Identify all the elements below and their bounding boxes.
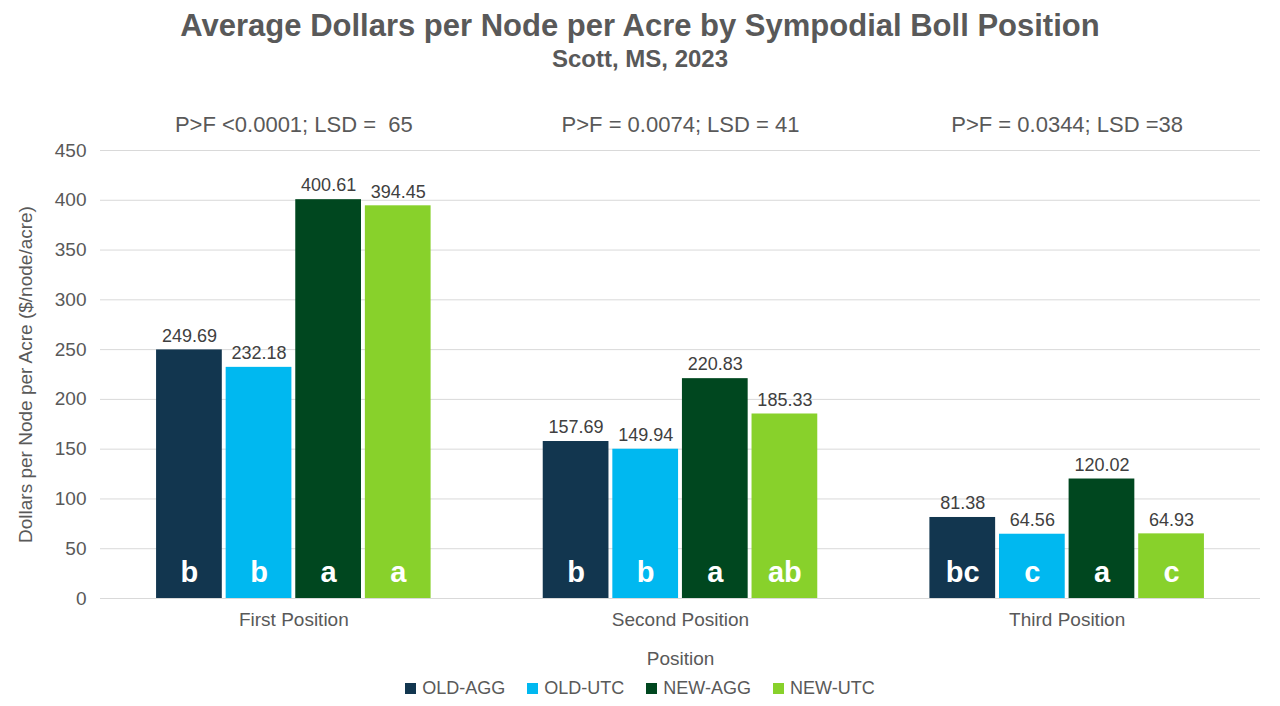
- svg-text:400: 400: [55, 189, 87, 210]
- svg-text:120.02: 120.02: [1074, 455, 1129, 475]
- svg-text:a: a: [1094, 556, 1111, 588]
- svg-text:b: b: [637, 556, 655, 588]
- svg-text:200: 200: [55, 388, 87, 409]
- svg-text:64.93: 64.93: [1149, 510, 1194, 530]
- svg-text:450: 450: [55, 140, 87, 161]
- html-text:Average Dollars per Node per A: Average Dollars per Node per Acre by Sym…: [180, 8, 1100, 43]
- svg-text:394.45: 394.45: [371, 182, 426, 202]
- svg-text:50: 50: [65, 538, 86, 559]
- svg-text:0: 0: [76, 588, 87, 609]
- svg-text:350: 350: [55, 239, 87, 260]
- svg-text:250: 250: [55, 339, 87, 360]
- svg-text:300: 300: [55, 289, 87, 310]
- svg-text:149.94: 149.94: [618, 425, 673, 445]
- html-text:NEW-AGG: NEW-AGG: [663, 678, 751, 698]
- svg-text:a: a: [390, 556, 407, 588]
- svg-text:400.61: 400.61: [301, 175, 356, 195]
- svg-text:Second Position: Second Position: [612, 609, 749, 630]
- svg-text:b: b: [181, 556, 199, 588]
- svg-text:100: 100: [55, 488, 87, 509]
- svg-text:150: 150: [55, 438, 87, 459]
- svg-text:220.83: 220.83: [688, 354, 743, 374]
- html-text:OLD-UTC: OLD-UTC: [544, 678, 625, 698]
- svg-text:P>F <0.0001; LSD = 65: P>F <0.0001; LSD = 65: [175, 112, 413, 137]
- svg-text:Position: Position: [647, 648, 715, 669]
- svg-text:a: a: [707, 556, 724, 588]
- html-text:Scott, MS, 2023: Scott, MS, 2023: [552, 45, 728, 72]
- svg-text:P>F = 0.0344; LSD =38: P>F = 0.0344; LSD =38: [951, 112, 1183, 137]
- svg-text:249.69: 249.69: [162, 326, 217, 346]
- svg-text:bc: bc: [946, 556, 980, 588]
- svg-text:P>F = 0.0074; LSD = 41: P>F = 0.0074; LSD = 41: [562, 112, 800, 137]
- html-text:OLD-AGG: OLD-AGG: [422, 678, 506, 698]
- svg-text:c: c: [1163, 556, 1179, 588]
- svg-text:232.18: 232.18: [232, 343, 287, 363]
- svg-text:Dollars per Node per Acre ($/n: Dollars per Node per Acre ($/node/acre): [15, 206, 36, 543]
- svg-text:64.56: 64.56: [1010, 510, 1055, 530]
- svg-text:b: b: [567, 556, 585, 588]
- svg-text:ab: ab: [768, 556, 802, 588]
- svg-text:157.69: 157.69: [549, 417, 604, 437]
- svg-text:b: b: [250, 556, 268, 588]
- svg-text:185.33: 185.33: [757, 390, 812, 410]
- svg-text:a: a: [321, 556, 338, 588]
- html-text:NEW-UTC: NEW-UTC: [790, 678, 875, 698]
- svg-text:Third Position: Third Position: [1009, 609, 1125, 630]
- svg-text:First Position: First Position: [239, 609, 349, 630]
- svg-text:81.38: 81.38: [940, 493, 985, 513]
- svg-text:c: c: [1024, 556, 1040, 588]
